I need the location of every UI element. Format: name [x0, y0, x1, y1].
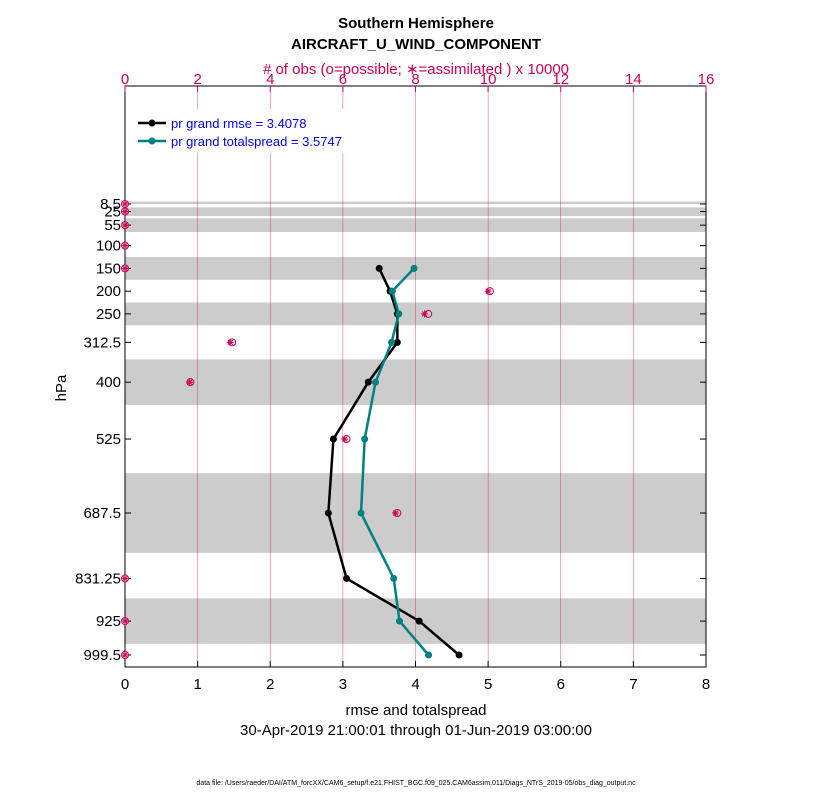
- x-tick-label: 4: [411, 676, 419, 693]
- totalspread-series-point: [425, 651, 433, 659]
- legend: pr grand rmse = 3.4078 pr grand totalspr…: [130, 109, 370, 153]
- obs-assimilated-marker: [341, 435, 349, 443]
- obs-star-stroke: [392, 510, 399, 516]
- rmse-series-point: [375, 264, 383, 272]
- x-tick-label: 0: [121, 676, 129, 693]
- y-tick-label: 100: [96, 238, 121, 255]
- y-tick-label: 8.5: [100, 196, 121, 213]
- legend-label-rmse: pr grand rmse = 3.4078: [171, 116, 307, 131]
- rmse-series-point: [415, 617, 423, 625]
- y-tick-label: 150: [96, 260, 121, 277]
- obs-star-stroke: [122, 618, 128, 624]
- obs-assimilated-marker: [121, 574, 129, 582]
- y-tick-label: 25: [104, 204, 121, 221]
- x-tick-label: 7: [629, 676, 637, 693]
- x-tick-label: 6: [557, 676, 565, 693]
- obs-star-stroke: [227, 339, 234, 346]
- totalspread-series-point: [357, 509, 365, 517]
- obs-star-stroke: [421, 311, 428, 317]
- totalspread-series-line: [359, 267, 430, 656]
- y-tick-label: 925: [96, 613, 121, 630]
- obs-count-markers: [121, 200, 494, 659]
- top-x-tick-label: 10: [480, 71, 497, 88]
- series-layer: [324, 264, 463, 659]
- top-x-tick-label: 4: [266, 71, 274, 88]
- obs-star-stroke: [122, 575, 128, 582]
- obs-star-stroke: [341, 436, 348, 442]
- rmse-series-point: [324, 509, 332, 517]
- rmse-series-point: [455, 651, 463, 659]
- top-x-tick-label: 14: [625, 71, 642, 88]
- obs-star-stroke: [122, 265, 128, 272]
- totalspread-series-point: [388, 338, 396, 346]
- totalspread-series-point: [372, 378, 380, 386]
- y-tick-label: 250: [96, 306, 121, 323]
- top-x-tick-label: 0: [121, 71, 129, 88]
- rmse-series-line: [327, 267, 460, 656]
- rmse-series-point: [393, 338, 401, 346]
- x-tick-label: 2: [266, 676, 274, 693]
- totalspread-series-point: [410, 264, 418, 272]
- obs-star-stroke: [485, 288, 491, 294]
- obs-assimilated-marker: [421, 310, 429, 318]
- obs-assimilated-marker: [121, 242, 129, 250]
- legend-label-totalspread: pr grand totalspread = 3.5747: [171, 134, 342, 149]
- rmse-series-point: [343, 574, 351, 582]
- legend-box: [130, 109, 370, 153]
- top-axis-label: # of obs (o=possible; ∗=assimilated ) x …: [263, 61, 569, 78]
- grid-lines: [197, 86, 634, 667]
- totalspread-series-point: [361, 435, 369, 443]
- obs-star-stroke: [122, 208, 128, 215]
- date-range: 30-Apr-2019 21:00:01 through 01-Jun-2019…: [240, 722, 592, 739]
- rmse-series-point: [364, 378, 372, 386]
- top-x-tick-label: 12: [552, 71, 569, 88]
- top-x-tick-label: 2: [193, 71, 201, 88]
- y-tick-label: 687.5: [83, 505, 121, 522]
- y-tick-label: 525: [96, 431, 121, 448]
- y-tick-label: 200: [96, 283, 121, 300]
- obs-assimilated-marker: [121, 208, 129, 216]
- y-tick-label: 400: [96, 374, 121, 391]
- y-tick-label: 999.5: [83, 647, 121, 664]
- obs-assimilated-marker: [121, 264, 129, 272]
- top-x-tick-label: 6: [339, 71, 347, 88]
- y-tick-label: 831.25: [75, 570, 121, 587]
- totalspread-series-point: [388, 287, 396, 295]
- chart-title: Southern Hemisphere: [338, 15, 494, 32]
- x-axis-label: rmse and totalspread: [346, 702, 487, 719]
- y-axis-label: hPa: [53, 374, 70, 401]
- obs-assimilated-marker: [484, 287, 492, 295]
- rmse-series-point: [329, 435, 337, 443]
- obs-assimilated-marker: [121, 617, 129, 625]
- obs-assimilated-marker: [226, 338, 234, 346]
- y-tick-label: 55: [104, 217, 121, 234]
- obs-assimilated-marker: [186, 378, 194, 386]
- obs-star-stroke: [122, 242, 128, 249]
- obs-star-stroke: [122, 222, 128, 228]
- legend-marker-rmse: [148, 119, 156, 127]
- totalspread-series-point: [390, 574, 398, 582]
- x-tick-label: 1: [193, 676, 201, 693]
- axes: 0 1 2 3 4 5 6 7 80 2 4 6 8 10 12 14 168.5255510015020025…: [75, 71, 714, 693]
- x-tick-label: 5: [484, 676, 492, 693]
- obs-assimilated-marker: [121, 651, 129, 659]
- legend-marker-totalspread: [148, 137, 156, 145]
- totalspread-series-point: [396, 617, 404, 625]
- obs-assimilated-marker: [121, 221, 129, 229]
- totalspread-series-point: [395, 310, 403, 318]
- obs-assimilated-marker: [392, 509, 400, 517]
- top-x-tick-label: 8: [411, 71, 419, 88]
- x-tick-label: 8: [702, 676, 710, 693]
- obs-star-stroke: [122, 652, 128, 658]
- top-x-tick-label: 16: [698, 71, 715, 88]
- obs-assimilated-marker: [121, 200, 129, 208]
- y-tick-label: 312.5: [83, 334, 121, 351]
- obs-star-stroke: [122, 201, 128, 207]
- chart-subtitle: AIRCRAFT_U_WIND_COMPONENT: [291, 36, 541, 53]
- x-tick-label: 3: [339, 676, 347, 693]
- obs-star-stroke: [186, 379, 193, 385]
- footnote: data file: /Users/raeder/DAI/ATM_forcXX/…: [196, 780, 636, 787]
